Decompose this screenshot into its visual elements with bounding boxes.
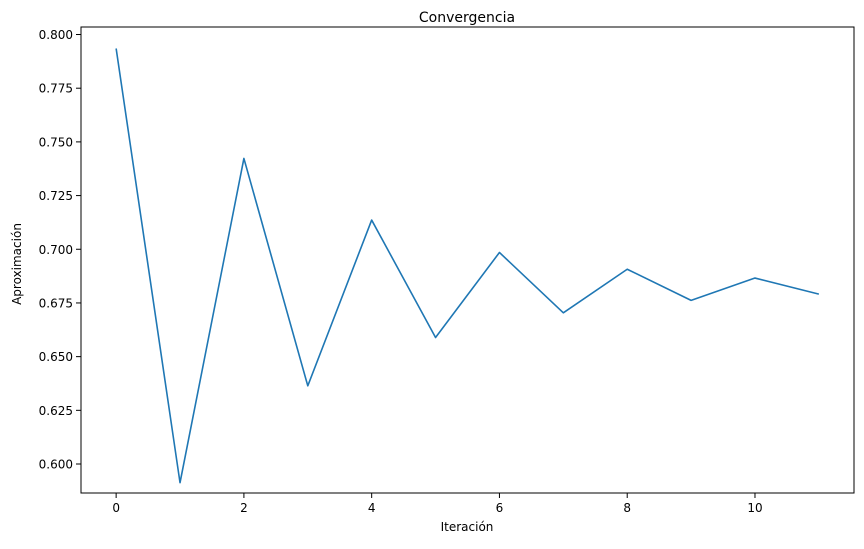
x-tick-label: 4 xyxy=(368,501,376,515)
y-tick-label: 0.750 xyxy=(39,135,73,149)
y-axis-label: Aproximación xyxy=(10,223,24,305)
x-axis-ticks: 0 2 4 6 8 10 xyxy=(112,493,763,515)
y-axis-ticks: 0.600 0.625 0.650 0.675 0.700 0.725 0.750 0.775… xyxy=(39,28,81,472)
chart-title: Convergencia xyxy=(419,10,515,26)
y-tick-label: 0.800 xyxy=(39,28,73,42)
series-layer xyxy=(115,48,820,484)
x-axis-label: Iteración xyxy=(441,520,494,534)
y-tick-label: 0.600 xyxy=(39,458,73,472)
y-tick-label: 0.675 xyxy=(39,296,73,310)
x-tick-label: 0 xyxy=(112,501,120,515)
y-tick-label: 0.700 xyxy=(39,243,73,257)
y-tick-label: 0.625 xyxy=(39,404,73,418)
series-line xyxy=(115,48,820,484)
y-tick-label: 0.775 xyxy=(39,82,73,96)
y-tick-label: 0.650 xyxy=(39,350,73,364)
x-tick-label: 10 xyxy=(747,501,762,515)
y-tick-label: 0.725 xyxy=(39,189,73,203)
x-tick-label: 2 xyxy=(240,501,248,515)
x-tick-label: 6 xyxy=(496,501,504,515)
plot-area-frame xyxy=(80,26,855,494)
x-tick-label: 8 xyxy=(623,501,631,515)
